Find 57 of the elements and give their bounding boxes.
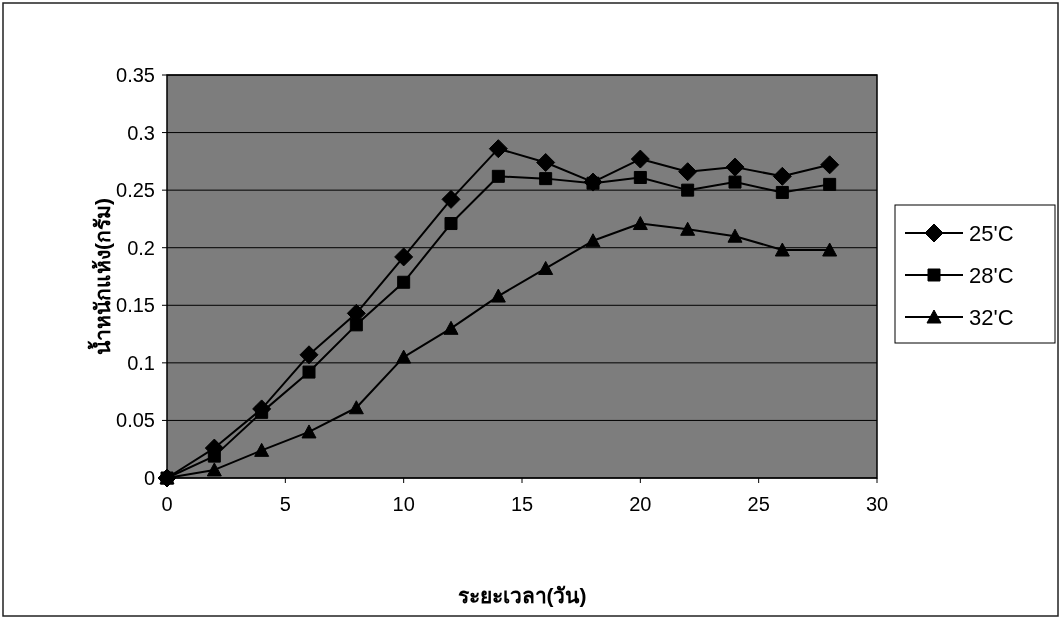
legend-label: 32'C	[969, 305, 1014, 330]
y-tick-label: 0.35	[116, 64, 155, 86]
point	[444, 217, 458, 231]
point	[206, 462, 222, 477]
point	[536, 153, 556, 173]
point	[488, 139, 508, 159]
point	[348, 400, 364, 415]
point	[633, 170, 647, 184]
point	[772, 166, 792, 186]
point	[775, 185, 789, 199]
y-tick-label: 0.2	[127, 236, 155, 259]
x-tick-label: 5	[279, 493, 291, 515]
point	[299, 345, 319, 365]
point	[725, 157, 745, 177]
point	[302, 365, 316, 379]
point	[538, 260, 554, 275]
point	[491, 169, 505, 183]
y-tick-label: 0	[143, 467, 155, 489]
point	[680, 221, 696, 236]
point	[727, 228, 743, 243]
point	[678, 162, 698, 182]
y-tick-label: 0.15	[116, 294, 155, 317]
point	[774, 242, 790, 257]
x-tick-label: 10	[392, 493, 415, 515]
point	[585, 233, 601, 248]
point	[822, 242, 838, 257]
point	[255, 405, 269, 419]
x-tick-label: 0	[161, 493, 173, 515]
y-tick-label: 0.3	[127, 121, 155, 144]
point	[397, 275, 411, 289]
point	[394, 247, 414, 267]
point	[443, 320, 459, 335]
x-axis-title: ระยะเวลา(วัน)	[457, 584, 587, 607]
point	[539, 172, 553, 186]
y-tick-label: 0.05	[116, 409, 155, 432]
point	[207, 449, 221, 463]
point	[441, 189, 461, 209]
point	[490, 288, 506, 303]
point	[820, 155, 840, 175]
point	[396, 349, 412, 364]
y-axis-title: น้ำหนักแห้ง(กรัม)	[87, 198, 114, 355]
legend-label: 28'C	[969, 263, 1014, 288]
x-tick-label: 15	[510, 493, 534, 515]
point	[823, 177, 837, 191]
point	[630, 149, 650, 169]
point	[681, 183, 695, 197]
x-tick-label: 30	[865, 493, 889, 515]
x-tick-label: 20	[629, 493, 652, 515]
y-tick-label: 0.25	[116, 179, 155, 202]
point	[728, 175, 742, 189]
legend-label: 25'C	[969, 221, 1014, 246]
point	[254, 442, 270, 457]
x-tick-label: 25	[747, 493, 770, 515]
point	[349, 318, 363, 332]
y-tick-label: 0.1	[127, 351, 155, 374]
point	[301, 424, 317, 439]
point	[632, 216, 648, 231]
